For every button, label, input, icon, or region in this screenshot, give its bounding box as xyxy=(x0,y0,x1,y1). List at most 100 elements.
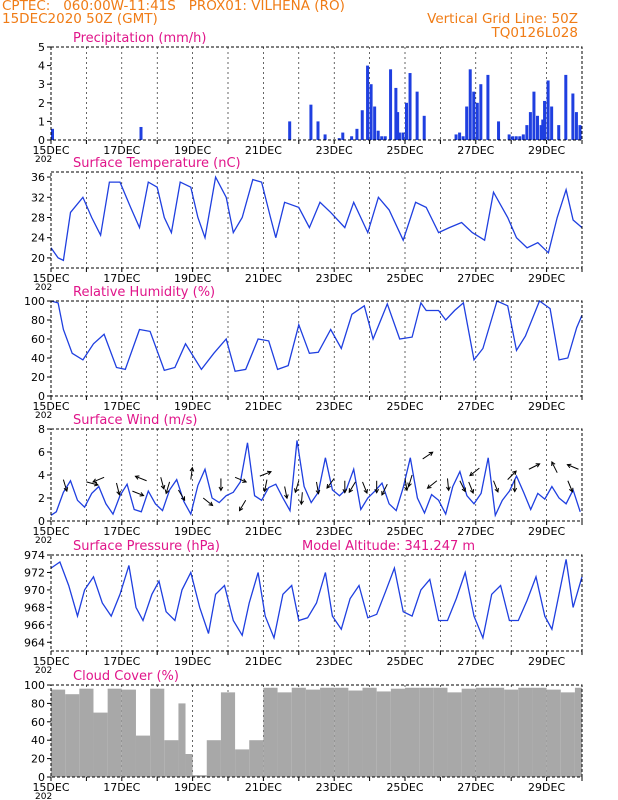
wind-arrow-head xyxy=(407,482,412,488)
precip-bar xyxy=(539,125,543,140)
wind-arrow-head xyxy=(363,489,368,495)
precip-bar xyxy=(525,125,529,140)
wind-arrow-head xyxy=(469,471,474,477)
header-station: CPTEC: 060:00W-11:41S PROX01: VILHENA (R… xyxy=(2,0,345,14)
header-code: TQ0126L028 xyxy=(491,25,578,41)
pressure-series-line xyxy=(50,559,583,641)
y-tick-label: 80 xyxy=(31,697,45,710)
y-tick-label: 60 xyxy=(31,716,45,729)
y-tick-label: 36 xyxy=(31,171,45,184)
wind-arrow xyxy=(567,464,579,470)
precip-bar xyxy=(574,112,578,140)
cloud-bar xyxy=(164,740,179,777)
cloud-bar xyxy=(475,687,490,777)
cloud-bar xyxy=(419,687,434,777)
wind-arrow xyxy=(178,489,186,501)
wind-arrow-head xyxy=(218,486,224,492)
precip-bar xyxy=(422,115,426,140)
x-tick-year-fragment: 202 xyxy=(35,792,52,800)
wind-arrow-head xyxy=(160,484,166,490)
x-tick-label: 29DEC xyxy=(528,655,565,668)
precip-bar xyxy=(541,119,545,140)
wind-arrow-head xyxy=(164,489,170,495)
wind-frame xyxy=(50,428,583,522)
wind-arrow-head xyxy=(266,470,272,476)
cloud-bar xyxy=(305,689,321,777)
wind-arrow xyxy=(567,480,573,493)
cloud-bar xyxy=(65,694,80,777)
cloud-bar xyxy=(192,775,200,777)
cloud-bar xyxy=(107,688,122,777)
humidity-frame xyxy=(50,300,583,397)
y-tick-label: 0 xyxy=(38,390,45,403)
x-tick-label: 29DEC xyxy=(528,781,565,794)
wind-arrow xyxy=(86,481,99,486)
wind-arrow-head xyxy=(569,487,574,493)
wind-arrow-head xyxy=(512,470,517,476)
precip-bar xyxy=(337,138,341,140)
wind-arrow xyxy=(165,481,171,494)
wind-arrow xyxy=(422,451,433,460)
cloud-bar xyxy=(348,690,363,777)
x-tick-label: 23DEC xyxy=(316,655,353,668)
wind-arrow-head xyxy=(139,492,145,497)
x-tick-label: 27DEC xyxy=(457,525,494,538)
cloud-bar xyxy=(263,687,278,777)
precip-bar xyxy=(288,121,292,140)
precip-bar xyxy=(497,121,501,140)
y-tick-label: 972 xyxy=(24,566,45,579)
wind-arrow-head xyxy=(180,496,186,502)
precip-bar xyxy=(486,74,490,140)
y-tick-label: 20 xyxy=(31,371,45,384)
x-tick-label: 15DEC xyxy=(32,272,69,285)
pressure-title: Surface Pressure (hPa) xyxy=(73,539,220,554)
x-tick-year-fragment: 202 xyxy=(35,666,52,676)
precip-bar xyxy=(383,136,387,140)
x-tick-year-fragment: 202 xyxy=(35,536,52,546)
precip-bar xyxy=(564,74,568,140)
wind-arrow-head xyxy=(342,488,348,494)
x-tick-label: 21DEC xyxy=(245,272,282,285)
precip-bar xyxy=(139,126,143,140)
wind-arrow xyxy=(190,467,193,480)
precip-bar xyxy=(376,130,380,140)
wind-arrow xyxy=(135,475,147,482)
cloud-bar xyxy=(93,712,108,777)
x-tick-label: 29DEC xyxy=(528,525,565,538)
x-tick-label: 17DEC xyxy=(103,272,140,285)
wind-arrow xyxy=(427,480,438,489)
y-tick-label: 40 xyxy=(31,352,45,365)
y-tick-label: 60 xyxy=(31,333,45,346)
x-tick-label: 21DEC xyxy=(245,400,282,413)
x-tick-label: 27DEC xyxy=(457,655,494,668)
x-tick-label: 27DEC xyxy=(457,781,494,794)
y-tick-label: 970 xyxy=(24,584,45,597)
precip-bar xyxy=(397,132,401,140)
x-tick-label: 23DEC xyxy=(316,272,353,285)
wind-arrow xyxy=(300,492,303,505)
humidity-title: Relative Humidity (%) xyxy=(73,285,215,300)
wind-arrow xyxy=(381,483,388,496)
wind-panel xyxy=(47,428,583,525)
x-tick-label: 27DEC xyxy=(457,400,494,413)
model-altitude-note: Model Altitude: 341.247 m xyxy=(302,539,475,554)
wind-arrow-head xyxy=(426,484,432,489)
precip-bar xyxy=(415,91,419,140)
wind-arrow-head xyxy=(294,488,299,494)
wind-arrow xyxy=(551,461,558,473)
cloud-bar xyxy=(532,687,547,777)
precip-bar xyxy=(396,112,400,140)
precip-bar xyxy=(546,80,550,140)
precip-bar xyxy=(369,84,373,140)
cloud-bar xyxy=(249,740,264,777)
wind-arrow xyxy=(239,500,247,511)
cloud-bar xyxy=(206,740,221,777)
x-tick-label: 25DEC xyxy=(386,655,423,668)
precip-bar xyxy=(535,115,539,140)
wind-arrow-head xyxy=(208,501,214,507)
y-tick-label: 28 xyxy=(31,211,45,224)
precip-bar xyxy=(366,65,370,140)
temperature-series-line xyxy=(50,175,583,262)
precip-bar xyxy=(380,136,384,140)
wind-arrow xyxy=(202,497,213,506)
